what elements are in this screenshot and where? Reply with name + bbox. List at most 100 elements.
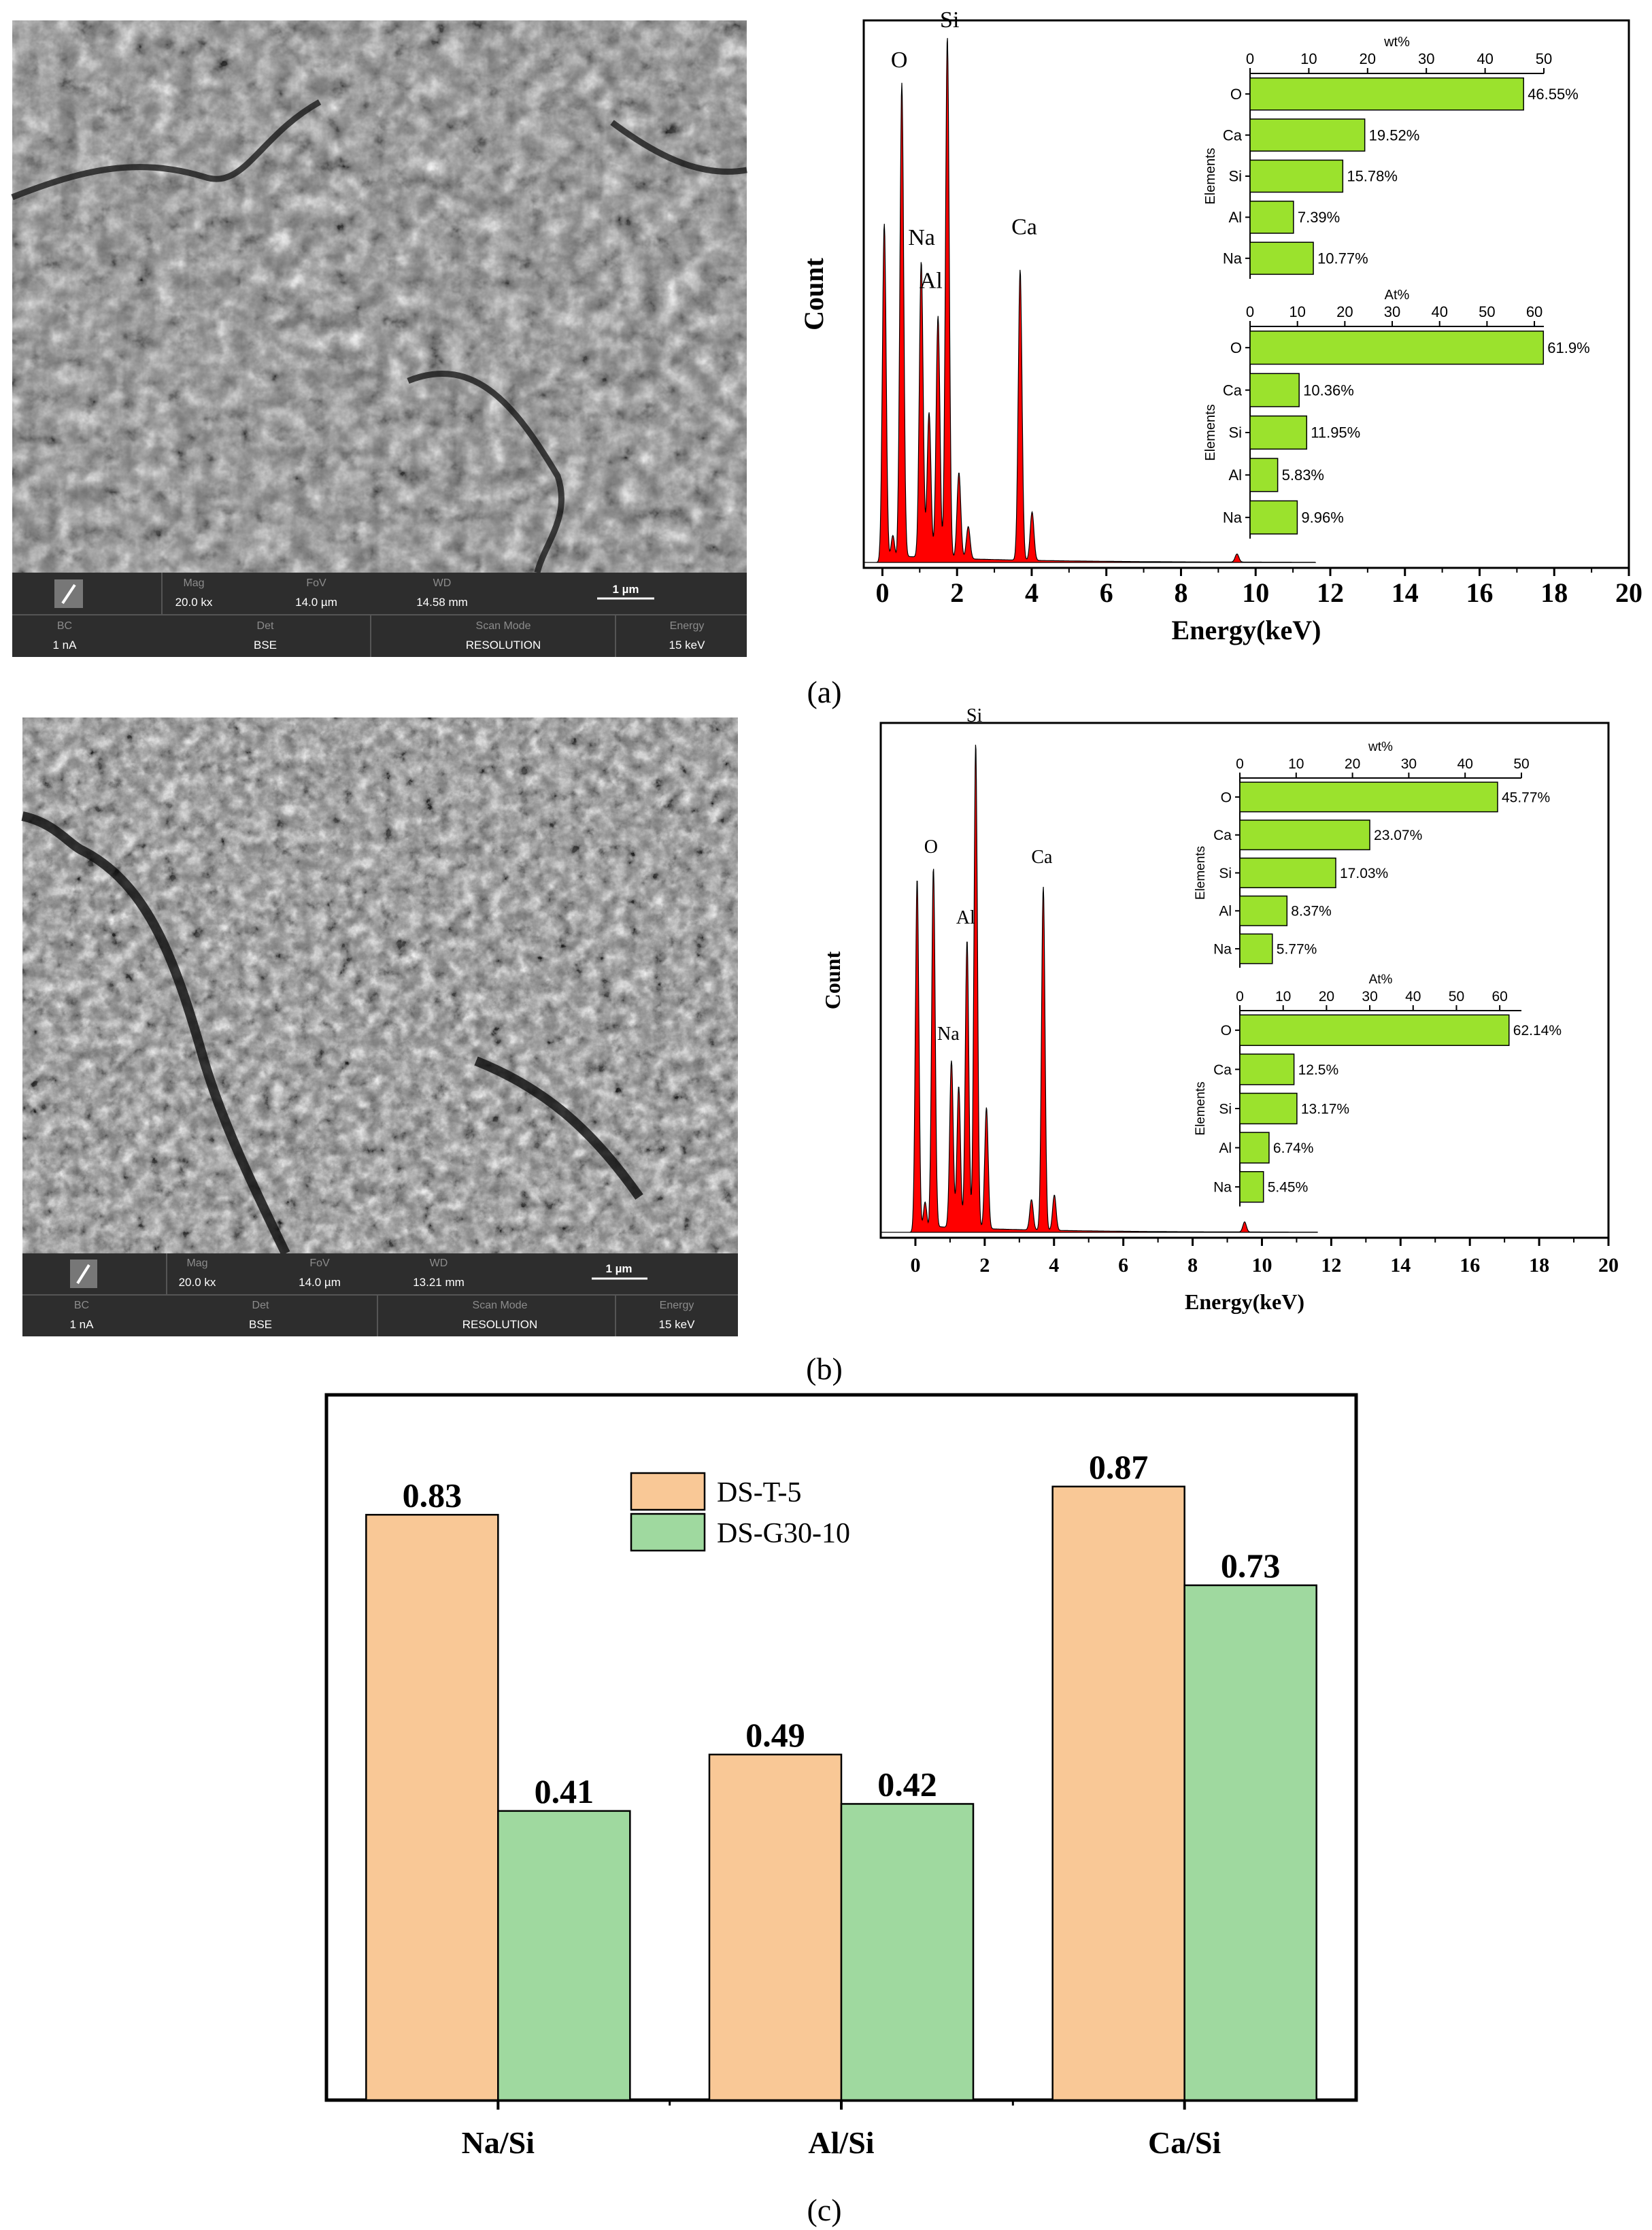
inset-bar-label: 17.03% [1340, 866, 1388, 881]
inset-bar-label: 5.83% [1282, 467, 1324, 484]
eds-x-tick-label: 8 [1174, 577, 1187, 608]
sem-mag-value: 20.0 kx [179, 1276, 216, 1289]
inset-bar [1249, 331, 1545, 365]
sem-texture-b [22, 717, 738, 1253]
sem-mag-value: 20.0 kx [175, 596, 213, 609]
inset-bar-label: 11.95% [1311, 424, 1360, 441]
inset-bar [1249, 241, 1314, 275]
sem-bc-value: 1 nA [53, 639, 78, 652]
inset-y-axis-title: Elements [1203, 404, 1218, 460]
inset-tick-label: 50 [1513, 756, 1529, 772]
inset-bar [1239, 1092, 1298, 1125]
sem-fov-value: 14.0 µm [299, 1276, 341, 1289]
ratio-bar-value-label: 0.87 [1089, 1448, 1149, 1486]
inset-bar [1239, 1132, 1270, 1164]
sem-crack-b [21, 811, 643, 1256]
inset-bar-label: 6.74% [1273, 1141, 1314, 1156]
inset-category-label: Si [1228, 424, 1242, 441]
inset-tick-label: 20 [1336, 303, 1353, 320]
inset-bar-label: 15.78% [1347, 168, 1398, 185]
inset-bar-label: 19.52% [1369, 126, 1420, 143]
inset-y-axis-title: Elements [1203, 148, 1218, 204]
inset-category-label: Al [1228, 209, 1242, 226]
inset-tick-label: 30 [1418, 50, 1434, 67]
eds-x-axis-title: Energy(keV) [1172, 615, 1321, 645]
inset-tick-label: 40 [1405, 989, 1421, 1004]
inset-bar-label: 46.55% [1528, 86, 1579, 103]
ratio-bar-ds-g30-10 [1183, 1584, 1317, 2101]
eds-x-tick-label: 16 [1460, 1254, 1480, 1277]
inset-title: At% [1369, 973, 1393, 987]
inset-bar [1239, 820, 1370, 851]
inset-tick-label: 40 [1477, 50, 1493, 67]
eds-plot-frame [862, 19, 1630, 569]
inset-tick-label: 60 [1526, 303, 1543, 320]
eds-x-tick-label: 0 [910, 1254, 920, 1277]
inset-category-label: O [1230, 86, 1242, 103]
sem-det-value: BSE [249, 1318, 272, 1331]
ratio-bar-value-label: 0.49 [745, 1716, 805, 1754]
ratio-bar-chart: Na/Si 0.83 0.41 Al/Si 0.49 0.42 Ca/Si 0.87 0.73 D… [324, 1393, 1358, 2160]
inset-tick-label: 10 [1275, 989, 1291, 1004]
inset-tick-label: 30 [1401, 756, 1417, 772]
sem-image-b: Mag FoV WD BC Det Scan Mode Energy 20.0 … [21, 717, 738, 1336]
inset-bar-label: 7.39% [1298, 209, 1340, 226]
sem-crack-a [11, 99, 747, 574]
sem-scan-value: RESOLUTION [466, 639, 541, 652]
sem-scan-label: Scan Mode [473, 1300, 528, 1311]
inset-bar-label: 5.45% [1268, 1180, 1309, 1196]
inset-bar [1239, 1053, 1295, 1085]
inset-bar [1249, 500, 1298, 535]
eds-x-tick-label: 4 [1025, 577, 1039, 608]
eds-peak-label: Na [908, 225, 935, 250]
inset-title: At% [1385, 288, 1410, 303]
sem-fov-label: FoV [306, 577, 326, 589]
inset-category-label: Al [1228, 467, 1242, 484]
inset-tick-label: 0 [1236, 756, 1244, 772]
inset-tick-label: 0 [1236, 989, 1244, 1004]
inset-bar-label: 23.07% [1374, 828, 1422, 843]
eds-peak-label: Al [920, 269, 943, 294]
inset-bar [1239, 1014, 1510, 1047]
inset-bar-label: 62.14% [1513, 1023, 1562, 1038]
inset-tick-label: 0 [1246, 303, 1254, 320]
eds-peak-label: Na [937, 1024, 960, 1045]
inset-bar [1239, 1170, 1264, 1203]
eds-peak-label: Al [956, 907, 975, 928]
eds-x-tick-label: 12 [1317, 577, 1344, 608]
sem-logo-mark [76, 1264, 90, 1285]
eds-x-tick-label: 18 [1540, 577, 1568, 608]
inset-bar-label: 13.17% [1301, 1101, 1349, 1117]
sem-mag-label: Mag [186, 1257, 207, 1269]
eds-y-axis-title: Count [798, 257, 829, 330]
eds-x-axis-title: Energy(keV) [1185, 1289, 1304, 1314]
ratio-bar-ds-t-5 [365, 1514, 499, 2101]
ratio-bar-ds-t-5 [1051, 1485, 1185, 2101]
inset-category-label: Al [1219, 904, 1232, 919]
ratio-bar-ds-g30-10 [497, 1810, 631, 2101]
inset-category-label: Ca [1213, 1062, 1232, 1078]
sem-texture-a [12, 20, 747, 573]
inset-tick-label: 10 [1288, 756, 1304, 772]
panel-label-a: (a) [807, 675, 841, 709]
eds-peak-label: O [891, 48, 908, 73]
eds-x-tick-label: 8 [1187, 1254, 1198, 1277]
inset-tick-label: 20 [1345, 756, 1360, 772]
inset-category-label: Na [1223, 509, 1243, 526]
inset-bar [1249, 201, 1294, 234]
inset-category-label: Si [1228, 168, 1242, 185]
inset-category-label: Na [1213, 941, 1232, 957]
inset-bar-label: 8.37% [1291, 904, 1332, 919]
inset-tick-label: 60 [1491, 989, 1507, 1004]
eds-x-tick-label: 6 [1100, 577, 1113, 608]
inset-category-label: Ca [1213, 828, 1232, 843]
inset-title: wt% [1383, 35, 1410, 50]
sem-energy-value: 15 keV [669, 639, 706, 652]
eds-x-tick-label: 20 [1598, 1254, 1619, 1277]
inset-bar [1249, 77, 1524, 111]
eds-peak-label: Ca [1011, 214, 1037, 239]
sem-logo-mark [61, 584, 76, 605]
inset-category-label: Ca [1223, 126, 1243, 143]
sem-fov-label: FoV [309, 1257, 330, 1269]
